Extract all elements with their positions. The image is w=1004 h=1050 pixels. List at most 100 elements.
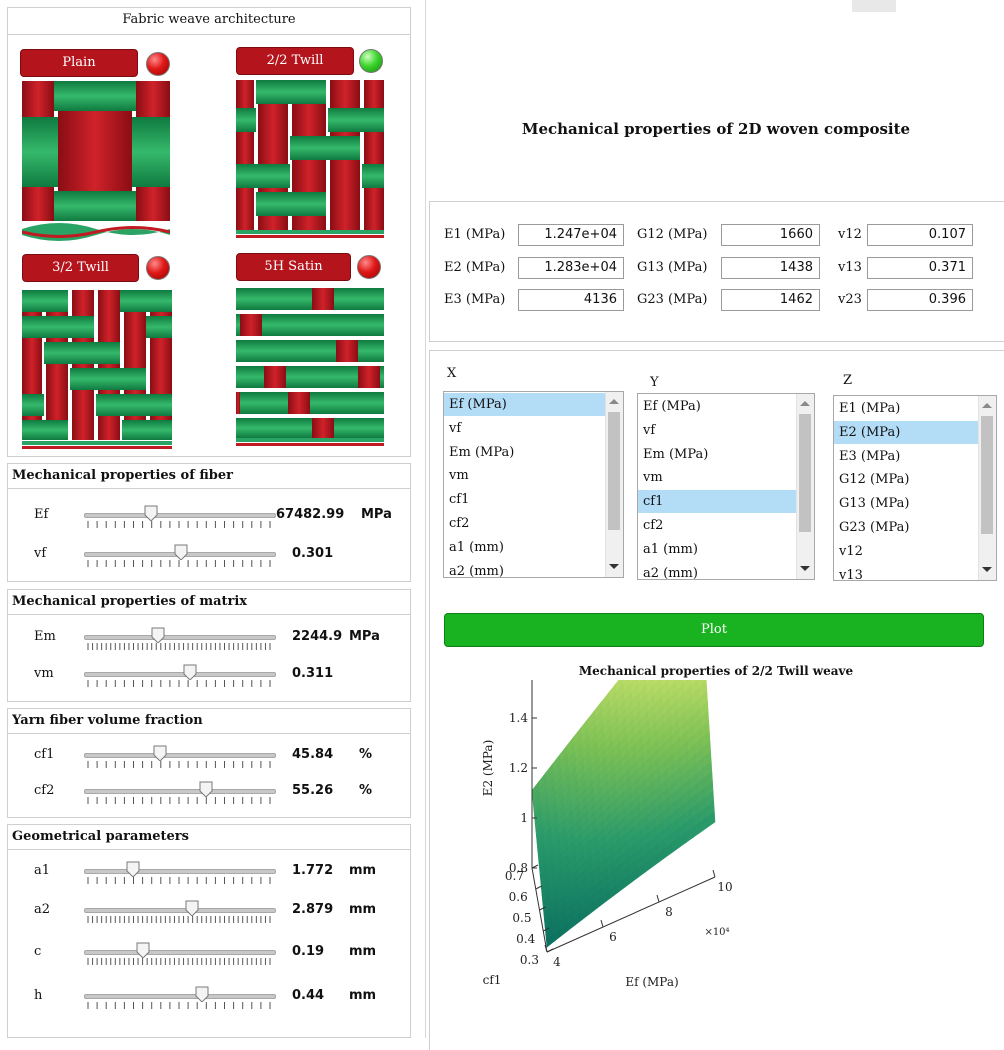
surface-patch bbox=[707, 811, 716, 828]
z-list-item[interactable]: G12 (MPa) bbox=[839, 472, 910, 488]
slider-track-Ef[interactable] bbox=[84, 513, 276, 518]
y-list-item[interactable]: cf1 bbox=[638, 490, 797, 514]
slider-unit-cf1: % bbox=[359, 747, 373, 762]
z-list-item[interactable]: E2 (MPa) bbox=[834, 420, 979, 444]
slider-thumb-cf2[interactable] bbox=[199, 781, 213, 797]
prop-label: G12 (MPa) bbox=[637, 227, 708, 242]
z-list-scrollbar[interactable] bbox=[978, 396, 996, 580]
z-list-item[interactable]: G13 (MPa) bbox=[839, 496, 910, 512]
z-list-item[interactable]: E1 (MPa) bbox=[839, 401, 901, 416]
x-list-item[interactable]: a1 (mm) bbox=[449, 539, 504, 555]
scroll-down-icon[interactable] bbox=[609, 564, 619, 569]
x-list-item[interactable]: cf2 bbox=[449, 516, 470, 531]
twill22-weave-image bbox=[236, 80, 384, 238]
slider-track-a1[interactable] bbox=[84, 869, 276, 874]
yarn-panel: Yarn fiber volume fraction bbox=[7, 708, 411, 818]
weave-option-5hsatin-led bbox=[357, 255, 381, 279]
prop-value-field[interactable]: 1462 bbox=[721, 289, 820, 311]
weave-option-5hsatin-button[interactable]: 5H Satin bbox=[236, 253, 351, 281]
slider-thumb-vf[interactable] bbox=[174, 544, 188, 560]
slider-thumb-cf1[interactable] bbox=[153, 745, 167, 761]
weave-option-32twill-button[interactable]: 3/2 Twill bbox=[22, 254, 139, 282]
x-list-item[interactable]: a2 (mm) bbox=[449, 563, 504, 578]
prop-value-field[interactable]: 1438 bbox=[721, 257, 820, 279]
y-tick bbox=[543, 927, 550, 932]
y-tick bbox=[531, 864, 539, 869]
slider-track-cf2[interactable] bbox=[84, 789, 276, 794]
y-list-scrollbar[interactable] bbox=[796, 394, 814, 579]
slider-track-a2[interactable] bbox=[84, 908, 276, 913]
x-list-item[interactable]: cf1 bbox=[449, 492, 470, 508]
slider-ticks-Em bbox=[87, 643, 271, 650]
y-list-item[interactable]: Em (MPa) bbox=[643, 446, 709, 462]
slider-track-c[interactable] bbox=[84, 950, 276, 955]
weave-option-32twill-led bbox=[146, 256, 170, 280]
slider-thumb-Em[interactable] bbox=[151, 627, 165, 643]
y-axis-label: cf1 bbox=[483, 973, 502, 987]
slider-label-Ef: Ef bbox=[34, 507, 49, 522]
y-list-item[interactable]: Ef (MPa) bbox=[643, 399, 701, 414]
scroll-thumb[interactable] bbox=[981, 416, 993, 534]
results-title: Mechanical properties of 2D woven compos… bbox=[521, 120, 911, 138]
slider-label-cf2: cf2 bbox=[34, 783, 55, 798]
y-list-item[interactable]: vm bbox=[643, 470, 663, 486]
x-list-item[interactable]: Em (MPa) bbox=[449, 444, 515, 460]
scroll-down-icon[interactable] bbox=[982, 567, 992, 572]
prop-value-field[interactable]: 0.396 bbox=[867, 289, 973, 311]
x-list-item[interactable]: vm bbox=[449, 468, 469, 484]
z-listbox[interactable]: E1 (MPa) E2 (MPa) E3 (MPa) G12 (MPa) G13 (MP… bbox=[833, 395, 997, 581]
y-list-header: Y bbox=[650, 375, 659, 390]
slider-thumb-Ef[interactable] bbox=[144, 505, 158, 521]
slider-track-Em[interactable] bbox=[84, 635, 276, 640]
slider-track-cf1[interactable] bbox=[84, 753, 276, 758]
slider-thumb-h[interactable] bbox=[195, 986, 209, 1002]
prop-value-field[interactable]: 0.107 bbox=[867, 224, 973, 246]
slider-value-Ef: 67482.99 bbox=[276, 507, 345, 522]
slider-label-cf1: cf1 bbox=[34, 747, 55, 762]
y-listbox[interactable]: Ef (MPa) vf Em (MPa) vm cf1 cf2 a1 (mm) a2 (mm) bbox=[637, 393, 815, 580]
prop-value-field[interactable]: 1.247e+04 bbox=[518, 224, 624, 246]
z-list-item[interactable]: E3 (MPa) bbox=[839, 448, 901, 464]
scroll-thumb[interactable] bbox=[799, 414, 811, 532]
z-tick-label: 0.8 bbox=[509, 861, 528, 875]
surface-chart: 0.811.21.41.6×10⁴E2 (MPa)0.30.40.50.60.7… bbox=[481, 680, 733, 989]
x-list-scrollbar[interactable] bbox=[605, 392, 623, 577]
y-list-item[interactable]: vf bbox=[643, 422, 656, 438]
x-list-item[interactable]: vf bbox=[449, 420, 462, 436]
slider-thumb-a1[interactable] bbox=[126, 861, 140, 877]
x-list-item[interactable]: Ef (MPa) bbox=[444, 393, 606, 416]
y-list-item[interactable]: a2 (mm) bbox=[643, 565, 698, 580]
weave-option-plain-button[interactable]: Plain bbox=[20, 49, 138, 77]
y-list-item[interactable]: cf2 bbox=[643, 518, 664, 533]
slider-thumb-vm[interactable] bbox=[183, 664, 197, 680]
scroll-up-icon[interactable] bbox=[982, 403, 992, 408]
slider-track-vm[interactable] bbox=[84, 672, 276, 677]
prop-value-field[interactable]: 1.283e+04 bbox=[518, 257, 624, 279]
x-listbox[interactable]: Ef (MPa) vf Em (MPa) vm cf1 cf2 a1 (mm) a2 (mm) bbox=[443, 391, 624, 578]
slider-thumb-c[interactable] bbox=[136, 942, 150, 958]
prop-value-field[interactable]: 0.371 bbox=[867, 257, 973, 279]
slider-label-vf: vf bbox=[34, 546, 47, 561]
slider-label-c: c bbox=[34, 944, 42, 959]
plot-button[interactable]: Plot bbox=[444, 613, 984, 647]
y-list-item[interactable]: a1 (mm) bbox=[643, 541, 698, 557]
slider-track-h[interactable] bbox=[84, 994, 276, 999]
z-list-item[interactable]: v12 bbox=[839, 543, 863, 559]
x-tick-label: 8 bbox=[665, 905, 673, 919]
scroll-thumb[interactable] bbox=[608, 412, 620, 530]
weave-option-22twill-button[interactable]: 2/2 Twill bbox=[236, 47, 354, 75]
prop-value-field[interactable]: 1660 bbox=[721, 224, 820, 246]
slider-ticks-c bbox=[87, 958, 271, 965]
window-control[interactable] bbox=[852, 0, 896, 12]
x-list-header: X bbox=[447, 366, 457, 381]
matrix-panel-title: Mechanical properties of matrix bbox=[12, 594, 248, 609]
scroll-up-icon[interactable] bbox=[800, 401, 810, 406]
scroll-up-icon[interactable] bbox=[609, 399, 619, 404]
prop-value-field[interactable]: 4136 bbox=[518, 289, 624, 311]
z-list-item[interactable]: G23 (MPa) bbox=[839, 520, 910, 535]
z-list-item[interactable]: v13 bbox=[839, 567, 863, 581]
slider-value-a2: 2.879 bbox=[292, 902, 334, 917]
slider-thumb-a2[interactable] bbox=[185, 900, 199, 916]
prop-label: E2 (MPa) bbox=[444, 260, 506, 275]
scroll-down-icon[interactable] bbox=[800, 566, 810, 571]
